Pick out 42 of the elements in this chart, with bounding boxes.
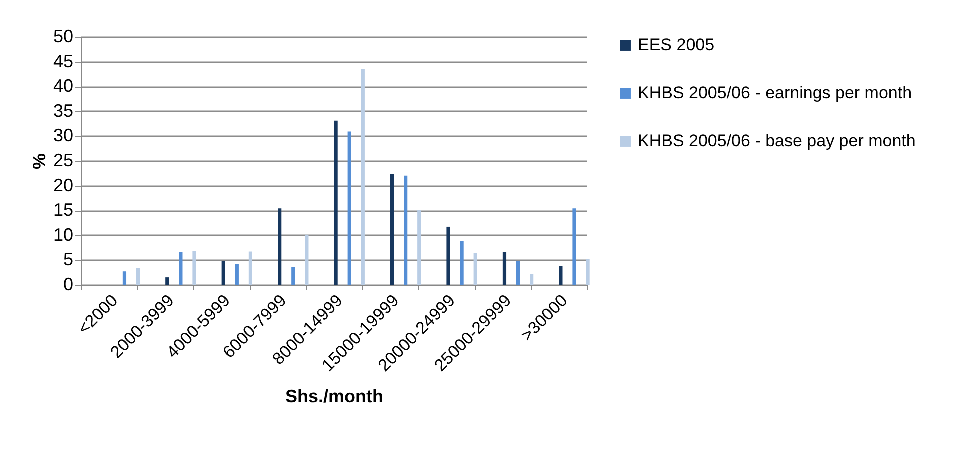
y-tick-label: 5 [63,250,74,270]
y-tick-label: 35 [53,100,74,121]
bar [559,266,563,285]
bar [418,210,422,285]
bar [122,272,127,285]
bar [361,69,365,285]
y-axis-title: % [29,153,50,170]
legend-label: KHBS 2005/06 - base pay per month [638,132,916,150]
x-axis-title: Shs./month [286,386,384,407]
bar [278,208,282,285]
y-tick-label: 10 [53,224,74,245]
y-tick-label: 40 [53,76,74,96]
y-tick-label: 30 [53,126,74,146]
bar [179,252,183,285]
bar [516,261,520,285]
bar [305,234,309,285]
bar [502,252,507,285]
bar [136,268,140,285]
bar [390,174,394,285]
bar [446,226,450,285]
bar [166,278,170,285]
bar [530,274,534,285]
bar [348,132,352,285]
bar [586,259,590,285]
bar [222,261,226,285]
bar [460,241,464,285]
bar [292,267,296,285]
y-tick-label: 45 [53,51,74,72]
bar [474,253,478,285]
bar [404,176,408,285]
bar [192,251,196,285]
y-tick-label: 25 [53,150,74,170]
bar [334,120,338,285]
y-tick-label: 15 [53,200,74,220]
y-tick-label: 20 [53,175,74,196]
legend-label: EES 2005 [638,36,715,54]
legend-label: KHBS 2005/06 - earnings per month [638,84,912,102]
bar [248,252,253,285]
y-tick-label: 50 [53,26,74,46]
y-tick-label: 0 [63,274,74,294]
bar [235,264,239,285]
bar [572,208,576,285]
